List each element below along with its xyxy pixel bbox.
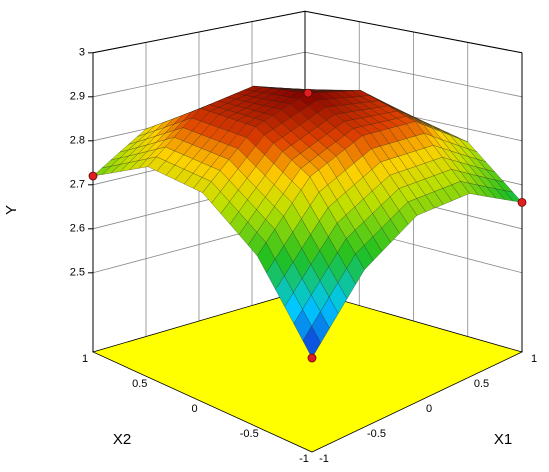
y-tick-label: 2.8 xyxy=(70,135,85,147)
x2-tick-label: -1 xyxy=(299,453,309,465)
design-point xyxy=(307,353,317,363)
y-tick-label: 3 xyxy=(79,47,85,59)
x2-axis-title: X2 xyxy=(113,431,131,448)
y-axis-title: Y xyxy=(3,205,20,215)
x2-tick-label: 0.5 xyxy=(132,378,147,390)
x2-tick-label: 1 xyxy=(82,353,88,365)
x1-tick-label: -1 xyxy=(319,453,329,465)
design-point xyxy=(517,197,527,207)
y-tick-label: 2.5 xyxy=(70,267,85,279)
x1-tick-label: 1 xyxy=(531,353,537,365)
y-tick-label: 2.9 xyxy=(70,91,85,103)
y-tick-label: 2.6 xyxy=(70,223,85,235)
x2-tick-label: 0 xyxy=(191,403,197,415)
x1-axis-title: X1 xyxy=(494,431,512,448)
y-tick-label: 2.7 xyxy=(70,179,85,191)
design-point xyxy=(88,171,98,181)
x1-tick-label: -0.5 xyxy=(367,428,386,440)
x1-tick-label: 0.5 xyxy=(474,378,489,390)
surface-patch xyxy=(302,325,321,359)
x2-tick-label: -0.5 xyxy=(240,428,259,440)
box-edge xyxy=(92,10,523,54)
design-point xyxy=(303,88,313,98)
x1-tick-label: 0 xyxy=(426,403,432,415)
